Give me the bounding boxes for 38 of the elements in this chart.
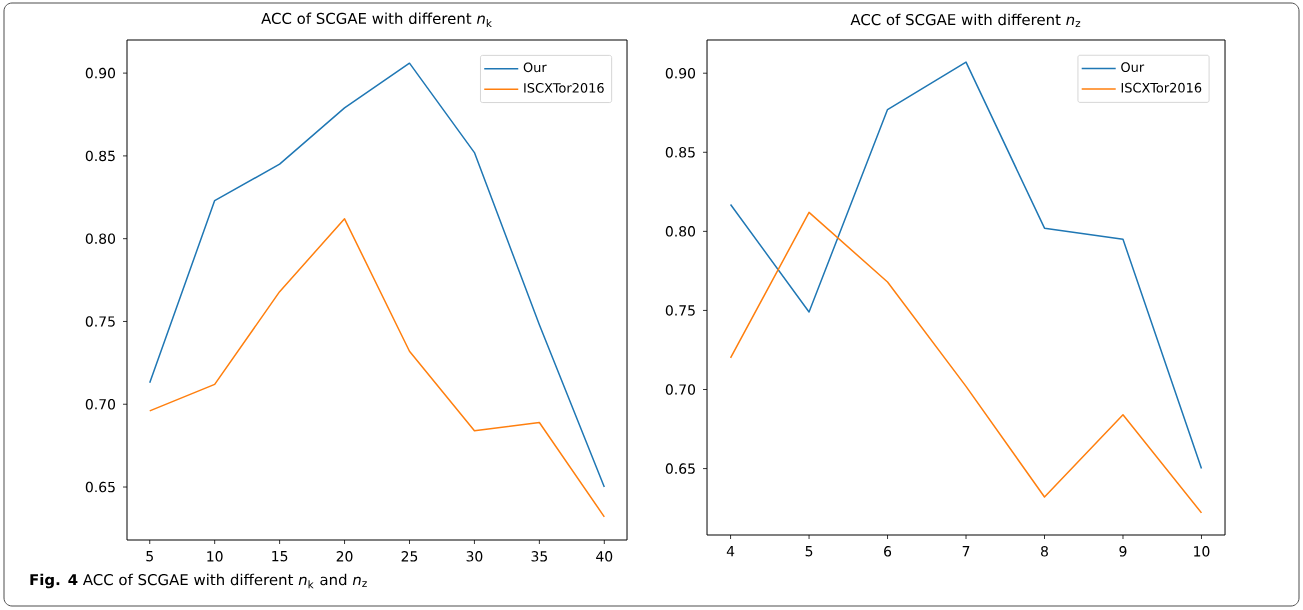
y-tick-label: 0.70: [85, 398, 116, 410]
line-series: [729, 211, 1203, 514]
chart-title: ACC of SCGAE with different n$_{k}$: [261, 12, 492, 27]
x-tick-label: 10: [1194, 546, 1210, 557]
y-tick-label: 0.80: [665, 226, 696, 237]
y-tick-label: 0.65: [85, 481, 115, 493]
x-tick-label: 35: [531, 551, 548, 562]
y-tick-label: 0.70: [665, 384, 696, 395]
x-tick-label: 15: [272, 551, 288, 562]
x-tick-label: 5: [146, 551, 153, 562]
line-series: [148, 218, 606, 518]
x-tick-label: 30: [466, 551, 483, 562]
y-tick-label: 0.85: [665, 147, 695, 158]
y-tick-label: 0.75: [665, 305, 695, 316]
x-tick-label: 40: [596, 551, 613, 562]
y-tick-label: 0.90: [665, 67, 696, 79]
x-tick-label: 7: [962, 546, 970, 557]
y-tick-label: 0.85: [85, 150, 115, 162]
y-tick-label: 0.80: [85, 233, 116, 244]
x-tick-label: 4: [726, 546, 735, 557]
y-tick-label: 0.90: [85, 67, 116, 79]
text: Fig. 4 ACC of SCGAE with different n$_{k}$ and n$_{z}$: [30, 573, 367, 589]
legend-label: ISCXTor2016: [524, 82, 604, 93]
line-series: [148, 62, 606, 488]
x-tick-label: 20: [336, 551, 353, 562]
legend-label: Our: [1121, 62, 1145, 73]
line-series: [729, 61, 1203, 470]
legend-label: Our: [523, 62, 547, 73]
x-tick-label: 9: [1119, 546, 1127, 557]
x-tick-label: 25: [401, 551, 418, 562]
legend-label: ISCXTor2016: [1121, 82, 1202, 93]
y-tick-label: 0.65: [665, 463, 695, 474]
chart-title: ACC of SCGAE with different n$_{z}$: [850, 13, 1081, 27]
x-tick-label: 6: [884, 546, 892, 557]
x-tick-label: 10: [207, 551, 223, 562]
x-tick-label: 8: [1041, 546, 1048, 557]
y-tick-label: 0.75: [85, 316, 115, 327]
x-tick-label: 5: [805, 546, 813, 557]
